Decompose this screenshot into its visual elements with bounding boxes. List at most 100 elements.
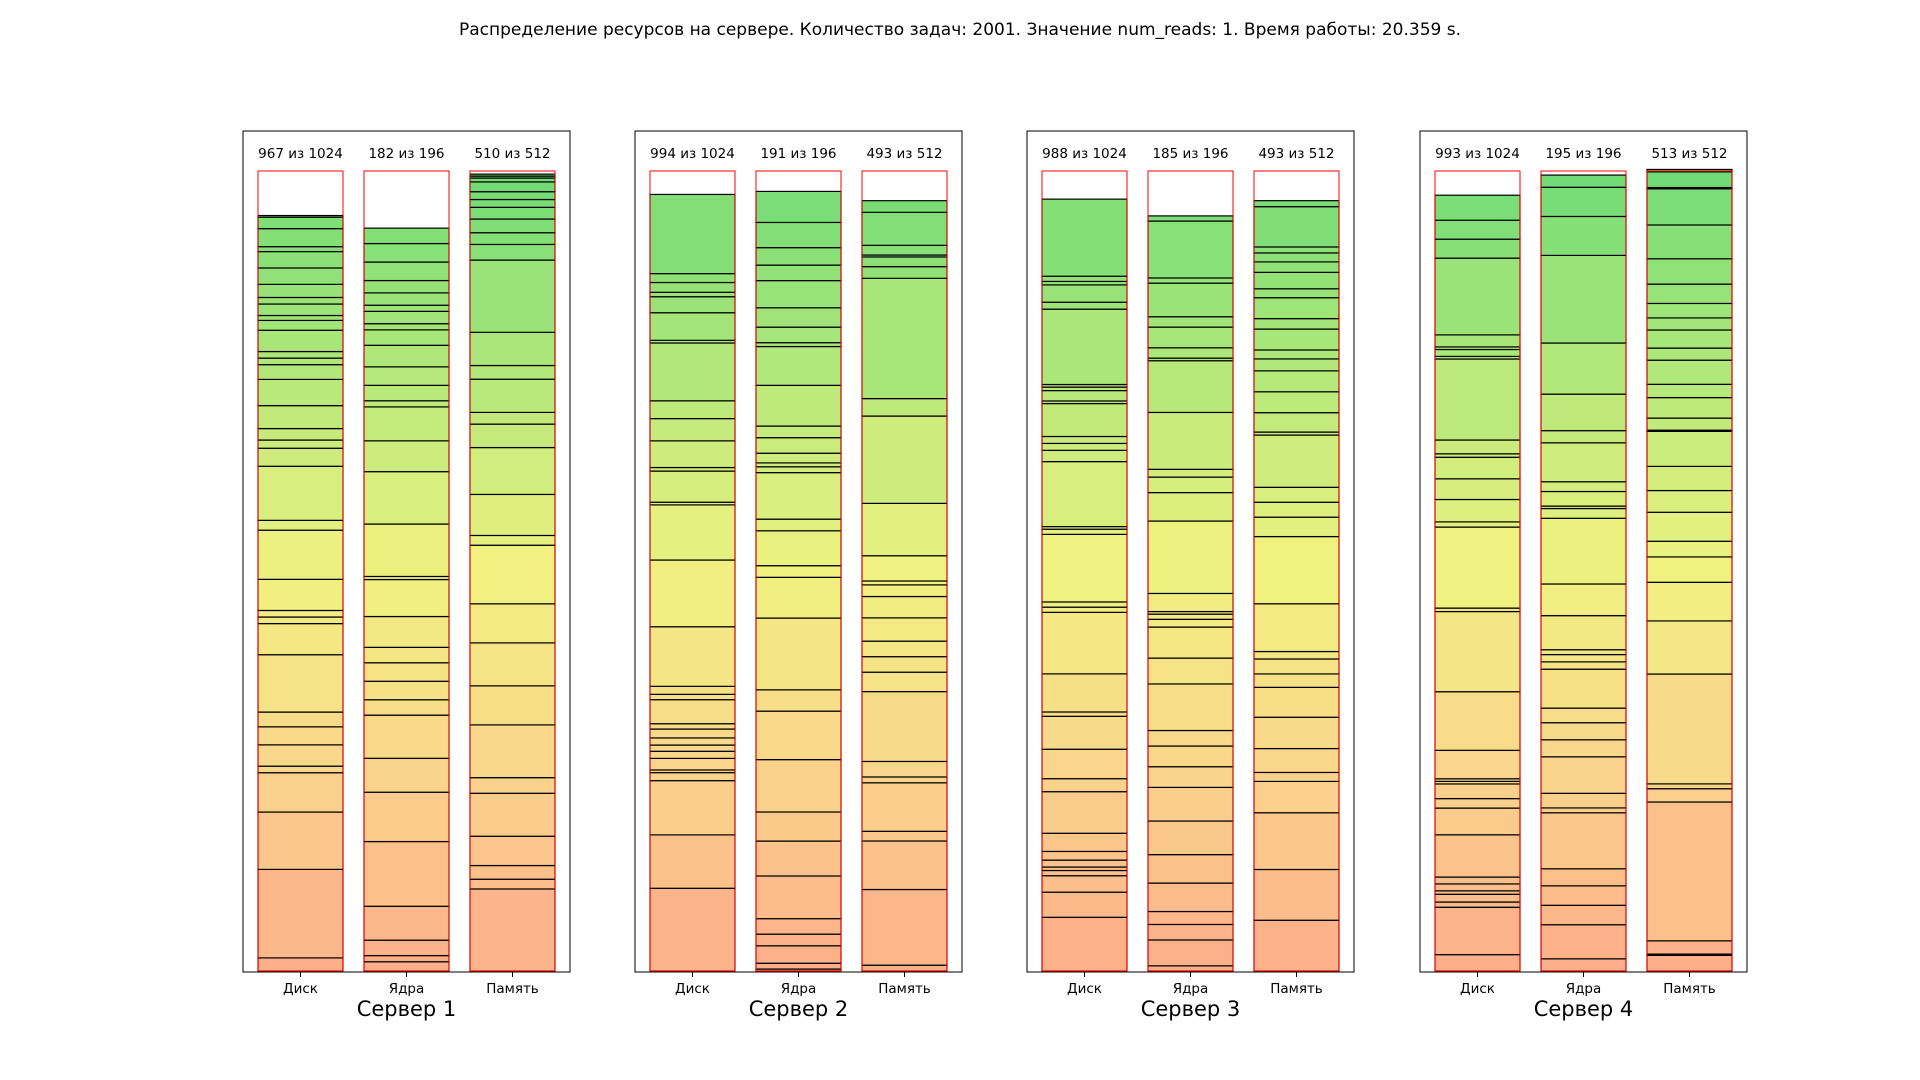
bar-segment	[1253, 486, 1340, 503]
bar-segment	[1540, 517, 1627, 585]
bar-segment	[1646, 258, 1733, 285]
bar-segment	[1253, 868, 1340, 921]
bar-segment	[1147, 745, 1234, 768]
bar-segment	[363, 310, 450, 325]
bar-segment	[257, 711, 344, 728]
bar-segment	[1540, 215, 1627, 257]
bar-segment	[1041, 442, 1128, 451]
usage-label: 493 из 512	[1258, 146, 1334, 162]
bar-segment	[257, 246, 344, 253]
tick-label: Память	[878, 981, 931, 997]
bar-segment	[1434, 798, 1521, 809]
bar-segment	[649, 193, 736, 275]
bar-segment	[257, 519, 344, 531]
bar-segment	[649, 400, 736, 420]
bar-segment	[1540, 807, 1627, 814]
bar-Ядра	[1147, 170, 1234, 972]
bar-segment	[257, 267, 344, 285]
bar-segment	[257, 283, 344, 299]
tick-label: Диск	[283, 981, 318, 997]
bar-segment	[1434, 749, 1521, 780]
bar-segment	[1253, 716, 1340, 750]
bar-Диск	[1434, 170, 1521, 972]
bar-segment	[257, 765, 344, 774]
bar-segment	[1041, 832, 1128, 853]
bar-segment	[861, 398, 948, 417]
bar-segment	[1646, 511, 1733, 542]
bar-segment	[1147, 618, 1234, 628]
bar-segment	[1434, 883, 1521, 892]
bar-segment	[861, 776, 948, 784]
usage-label: 994 из 1024	[650, 146, 735, 162]
bar-segment	[1253, 501, 1340, 518]
bar-segment	[257, 405, 344, 430]
bar-segment	[1041, 301, 1128, 310]
bar-segment	[1147, 657, 1234, 685]
bar-segment	[363, 578, 450, 618]
bar-segment	[1434, 691, 1521, 751]
bar-segment	[755, 221, 842, 249]
bar-segment	[1041, 891, 1128, 918]
bar-segment	[1434, 219, 1521, 240]
bar-segment	[1253, 206, 1340, 248]
bar-segment	[1041, 528, 1128, 535]
bar-segment	[861, 256, 948, 268]
bar-segment	[257, 357, 344, 366]
bar-segment	[363, 292, 450, 306]
bar-segment	[469, 864, 556, 880]
bar-segment	[755, 384, 842, 427]
bar-segment	[257, 314, 344, 322]
tick-label: Ядра	[781, 981, 817, 997]
bar-segment	[1540, 792, 1627, 809]
bar-segment	[1434, 610, 1521, 693]
bar-segment	[469, 206, 556, 220]
bar-segment	[1041, 389, 1128, 402]
bar-segment	[257, 465, 344, 521]
bar-segment	[1147, 786, 1234, 822]
bar-segment	[363, 961, 450, 972]
server-panel-2: 994 из 1024 Диск 191 из 196 Ядра 493 из 512 П…	[634, 130, 963, 1021]
bar-segment	[1147, 729, 1234, 747]
bar-segment	[1253, 747, 1340, 774]
bar-segment	[649, 559, 736, 628]
bar-segment	[1041, 748, 1128, 780]
bar-segment	[1253, 328, 1340, 351]
bar-segment	[469, 878, 556, 890]
bar-segment	[363, 323, 450, 331]
bar-segment	[1253, 919, 1340, 972]
bar-segment	[257, 744, 344, 767]
bar-segment	[649, 626, 736, 687]
bar-segment	[1540, 812, 1627, 870]
bar-segment	[1253, 252, 1340, 263]
bar-segment	[755, 811, 842, 842]
bar-segment	[1540, 649, 1627, 656]
bar-segment	[861, 640, 948, 658]
bar-segment	[1540, 254, 1627, 344]
bar-segment	[1540, 739, 1627, 758]
bar-segment	[1434, 906, 1521, 956]
bar-segment	[1253, 391, 1340, 414]
bar-segment	[257, 378, 344, 407]
tick-label: Память	[486, 981, 539, 997]
bar-segment	[649, 693, 736, 701]
capacity-outline	[257, 170, 344, 972]
bar-segment	[1646, 788, 1733, 803]
bar-Ядра	[755, 170, 842, 972]
bar-segment	[861, 690, 948, 763]
bar-Память	[1646, 168, 1733, 972]
bar-segment	[755, 875, 842, 920]
capacity-outline	[861, 170, 948, 972]
bar-segment	[257, 250, 344, 269]
bar-segment	[649, 312, 736, 341]
bar-segment	[861, 502, 948, 557]
bar-segment	[1147, 360, 1234, 414]
bar-segment	[469, 642, 556, 687]
bar-segment	[755, 962, 842, 970]
bar-segment	[1646, 347, 1733, 361]
bar-segment	[1434, 257, 1521, 336]
bar-segment	[1646, 673, 1733, 785]
bar-segment	[1147, 683, 1234, 732]
bar-segment	[1041, 601, 1128, 608]
bar-segment	[469, 173, 556, 177]
